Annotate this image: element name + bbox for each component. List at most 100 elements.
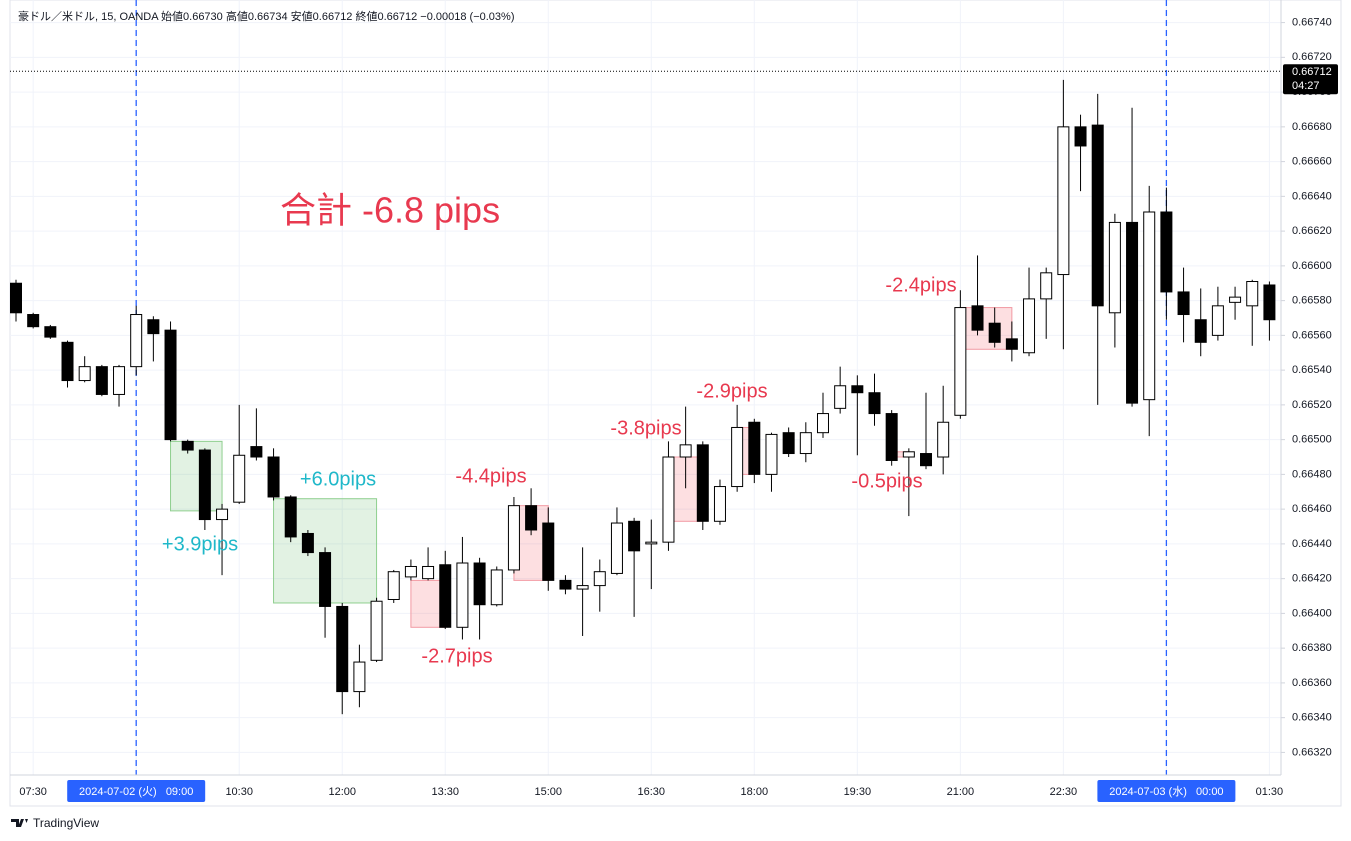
plot-area <box>10 0 1281 775</box>
candle-body <box>61 341 74 382</box>
candle-body <box>696 444 709 522</box>
candle-body <box>27 314 40 328</box>
candle-body <box>422 565 435 580</box>
trade-label: -4.4pips <box>455 465 526 487</box>
candle-body <box>473 562 486 606</box>
candle-body <box>404 565 417 578</box>
trade-label: -2.4pips <box>885 274 956 296</box>
candle-body <box>1091 124 1104 307</box>
y-tick-label: 0.66560 <box>1292 329 1332 341</box>
y-tick-label: 0.66380 <box>1292 642 1332 654</box>
candle-body <box>920 453 933 467</box>
candle-body <box>456 562 469 628</box>
candle-body <box>250 446 263 458</box>
y-tick-label: 0.66500 <box>1292 434 1332 446</box>
candle-body <box>834 385 847 409</box>
candle-body <box>713 486 726 522</box>
trade-label: -3.8pips <box>610 417 681 439</box>
candle-body <box>301 532 314 554</box>
axes: 0.667400.667200.667000.666800.666600.666… <box>19 16 1338 802</box>
last-price-box <box>1283 64 1338 95</box>
trade-label: -2.7pips <box>421 645 492 667</box>
candle-body <box>216 508 229 521</box>
candle-body <box>1229 296 1242 303</box>
candle-body <box>679 444 692 458</box>
candle-body <box>525 505 538 531</box>
candle-body <box>662 456 675 543</box>
candle-body <box>885 413 898 461</box>
candle-body <box>267 456 280 498</box>
y-tick-label: 0.66340 <box>1292 712 1332 724</box>
candle-body <box>1023 298 1036 354</box>
candle-body <box>44 326 57 338</box>
candle-body <box>370 600 383 661</box>
candle-body <box>971 305 984 331</box>
candle-body <box>937 421 950 458</box>
candle-body <box>816 413 829 434</box>
y-tick-label: 0.66540 <box>1292 364 1332 376</box>
y-tick-label: 0.66620 <box>1292 225 1332 237</box>
candle-body <box>387 571 400 600</box>
candle-body <box>1005 338 1018 350</box>
candle-body <box>284 496 297 538</box>
x-tick-label: 10:30 <box>225 786 253 798</box>
candle-body <box>130 314 143 368</box>
y-tick-label: 0.66440 <box>1292 538 1332 550</box>
chart-title: 合計 -6.8 pips <box>280 190 500 231</box>
candle-body <box>748 421 761 475</box>
candle-body <box>628 520 641 552</box>
candle-body <box>490 569 503 606</box>
candle-body <box>1194 319 1207 343</box>
y-tick-label: 0.66320 <box>1292 746 1332 758</box>
x-label-highlight <box>67 780 206 802</box>
candle-body <box>78 366 91 382</box>
x-tick-label: 12:00 <box>328 786 356 798</box>
candle-body <box>1143 211 1156 401</box>
candle-body <box>353 661 366 693</box>
candle-body <box>10 282 22 314</box>
candle-body <box>1246 281 1259 307</box>
x-tick-label: 13:30 <box>431 786 459 798</box>
candle-body <box>576 585 589 590</box>
y-tick-label: 0.66460 <box>1292 503 1332 515</box>
candle-body <box>731 426 744 488</box>
x-tick-label: 16:30 <box>638 786 666 798</box>
grid <box>10 0 1281 775</box>
header: 豪ドル／米ドル, 15, OANDA 始値0.66730 高値0.66734 安… <box>18 9 514 23</box>
candle-body <box>954 307 967 416</box>
candle-body <box>439 564 452 628</box>
x-tick-label: 2024-07-02 (火) 09:00 <box>79 786 193 798</box>
candle-body <box>868 392 881 415</box>
y-tick-label: 0.66480 <box>1292 468 1332 480</box>
candle-body <box>147 319 160 335</box>
candle-body <box>95 366 108 395</box>
y-tick-label: 0.66680 <box>1292 121 1332 133</box>
candle-body <box>902 451 915 458</box>
x-tick-label: 22:30 <box>1050 786 1078 798</box>
trade-box <box>959 307 1013 350</box>
candle-body <box>765 433 778 475</box>
brand: TradingView <box>33 816 99 830</box>
candle-body <box>319 552 332 607</box>
x-tick-label: 19:30 <box>844 786 872 798</box>
x-tick-label: 07:30 <box>19 786 47 798</box>
candle-body <box>988 322 1001 343</box>
y-tick-label: 0.66520 <box>1292 399 1332 411</box>
candle-body <box>610 522 623 574</box>
candle-body <box>1057 126 1070 276</box>
trade-label: +6.0pips <box>300 468 376 490</box>
y-tick-label: 0.66580 <box>1292 295 1332 307</box>
y-tick-label: 0.66660 <box>1292 156 1332 168</box>
x-tick-label: 18:00 <box>741 786 769 798</box>
brand-logo <box>11 819 28 827</box>
candle-body <box>181 440 194 451</box>
countdown-label: 04:27 <box>1292 80 1320 92</box>
candle-body <box>507 505 520 571</box>
candle-body <box>1126 221 1139 404</box>
candle-body <box>799 432 812 455</box>
last-price-label: 0.66712 <box>1292 66 1332 78</box>
candle-body <box>542 522 555 581</box>
candle-body <box>1040 272 1053 300</box>
candle-body <box>336 605 349 693</box>
